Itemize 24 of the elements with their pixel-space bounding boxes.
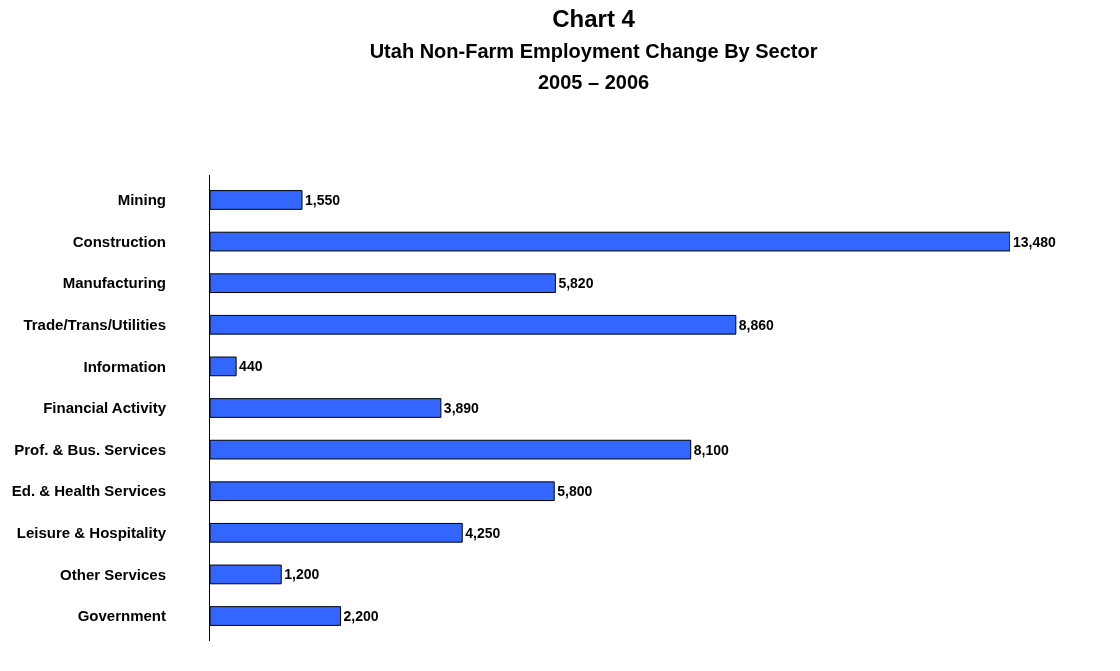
y-tick-label: Other Services <box>60 565 166 583</box>
data-label: 1,200 <box>284 566 320 583</box>
chart-subtitle: Utah Non-Farm Employment Change By Sector 2005 – 2006 <box>369 40 818 94</box>
data-label: 1,550 <box>304 191 341 208</box>
data-label: 5,820 <box>558 275 594 292</box>
data-label: 3,890 <box>443 400 480 416</box>
y-tick-label: Government <box>77 607 166 625</box>
data-label: 5,800 <box>557 483 593 500</box>
data-label: 8,860 <box>738 316 775 333</box>
y-tick-label: Construction <box>72 232 166 250</box>
data-label: 440 <box>239 358 263 375</box>
data-label: 13,480 <box>1013 233 1057 250</box>
data-label: 4,250 <box>465 524 501 541</box>
y-tick-label: Ed. & Health Services <box>11 482 166 500</box>
data-label: 8,100 <box>693 441 729 458</box>
y-tick-label: Information <box>83 357 166 375</box>
y-tick-label: Prof. & Bus. Services <box>14 440 166 458</box>
y-tick-label: Leisure & Hospitality <box>16 524 167 542</box>
y-tick-label: Mining <box>117 191 166 209</box>
data-label: 2,200 <box>343 608 379 625</box>
chart-title: Chart 4 <box>552 4 636 32</box>
y-tick-label: Financial Activity <box>43 399 167 417</box>
y-tick-label: Trade/Trans/Utilities <box>23 316 166 334</box>
y-tick-label: Manufacturing <box>62 274 166 292</box>
